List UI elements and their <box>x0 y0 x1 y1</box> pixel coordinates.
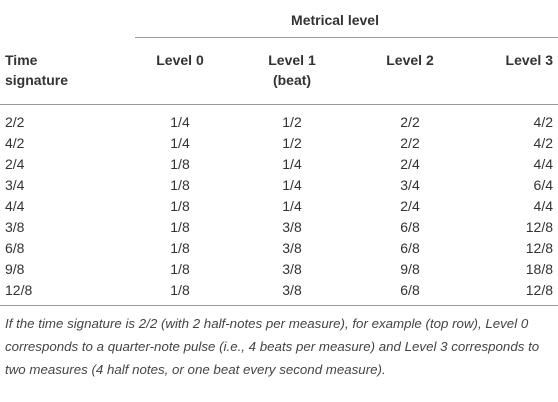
table-cell: 4/4 <box>533 156 553 172</box>
table-cell: 3/8 <box>282 261 302 277</box>
table-cell: 4/2 <box>533 135 553 151</box>
row-header: 3/4 <box>5 177 25 193</box>
table-cell: 1/8 <box>170 240 190 256</box>
table-cell: 9/8 <box>400 261 420 277</box>
row-header: 12/8 <box>5 282 33 298</box>
table-cell: 1/8 <box>170 198 190 214</box>
table-cell: 1/4 <box>170 135 190 151</box>
table-cell: 6/8 <box>400 240 420 256</box>
row-header: 2/4 <box>5 156 25 172</box>
footnote: If the time signature is 2/2 (with 2 hal… <box>5 316 540 377</box>
table-cell: 1/8 <box>170 156 190 172</box>
table-cell: 1/8 <box>170 261 190 277</box>
table-cell: 1/4 <box>282 198 302 214</box>
table-cell: 12/8 <box>525 282 553 298</box>
group-rule <box>135 37 558 38</box>
row-header: 9/8 <box>5 261 25 277</box>
group-header: Metrical level <box>291 12 379 28</box>
table-cell: 2/2 <box>400 114 420 130</box>
row-header: 3/8 <box>5 219 25 235</box>
column-header: Level 1 (beat) <box>268 52 316 88</box>
column-header: Level 0 <box>156 52 204 68</box>
table-cell: 1/8 <box>170 282 190 298</box>
table-cell: 1/4 <box>282 177 302 193</box>
table-cell: 6/8 <box>400 282 420 298</box>
table-cell: 2/4 <box>400 156 420 172</box>
row-header: 2/2 <box>5 114 25 130</box>
table-cell: 4/2 <box>533 114 553 130</box>
table-cell: 1/2 <box>282 114 302 130</box>
column-header: Time signature <box>5 52 69 88</box>
table-cell: 4/4 <box>533 198 553 214</box>
table-cell: 2/2 <box>400 135 420 151</box>
table-cell: 1/8 <box>170 177 190 193</box>
table-cell: 2/4 <box>400 198 420 214</box>
table-cell: 1/4 <box>170 114 190 130</box>
row-header: 4/2 <box>5 135 25 151</box>
table-cell: 3/4 <box>400 177 420 193</box>
column-header: Level 2 <box>386 52 434 68</box>
table-cell: 1/2 <box>282 135 302 151</box>
table-cell: 3/8 <box>282 240 302 256</box>
table-cell: 1/8 <box>170 219 190 235</box>
table-cell: 3/8 <box>282 282 302 298</box>
table-cell: 18/8 <box>525 261 553 277</box>
header-rule <box>0 104 558 105</box>
table-cell: 12/8 <box>525 219 553 235</box>
bottom-rule <box>0 305 558 306</box>
row-header: 4/4 <box>5 198 25 214</box>
column-header: Level 3 <box>505 52 553 68</box>
table-cell: 3/8 <box>282 219 302 235</box>
table-cell: 1/4 <box>282 156 302 172</box>
table-cell: 6/8 <box>400 219 420 235</box>
table-cell: 12/8 <box>525 240 553 256</box>
row-header: 6/8 <box>5 240 25 256</box>
table-cell: 6/4 <box>533 177 553 193</box>
